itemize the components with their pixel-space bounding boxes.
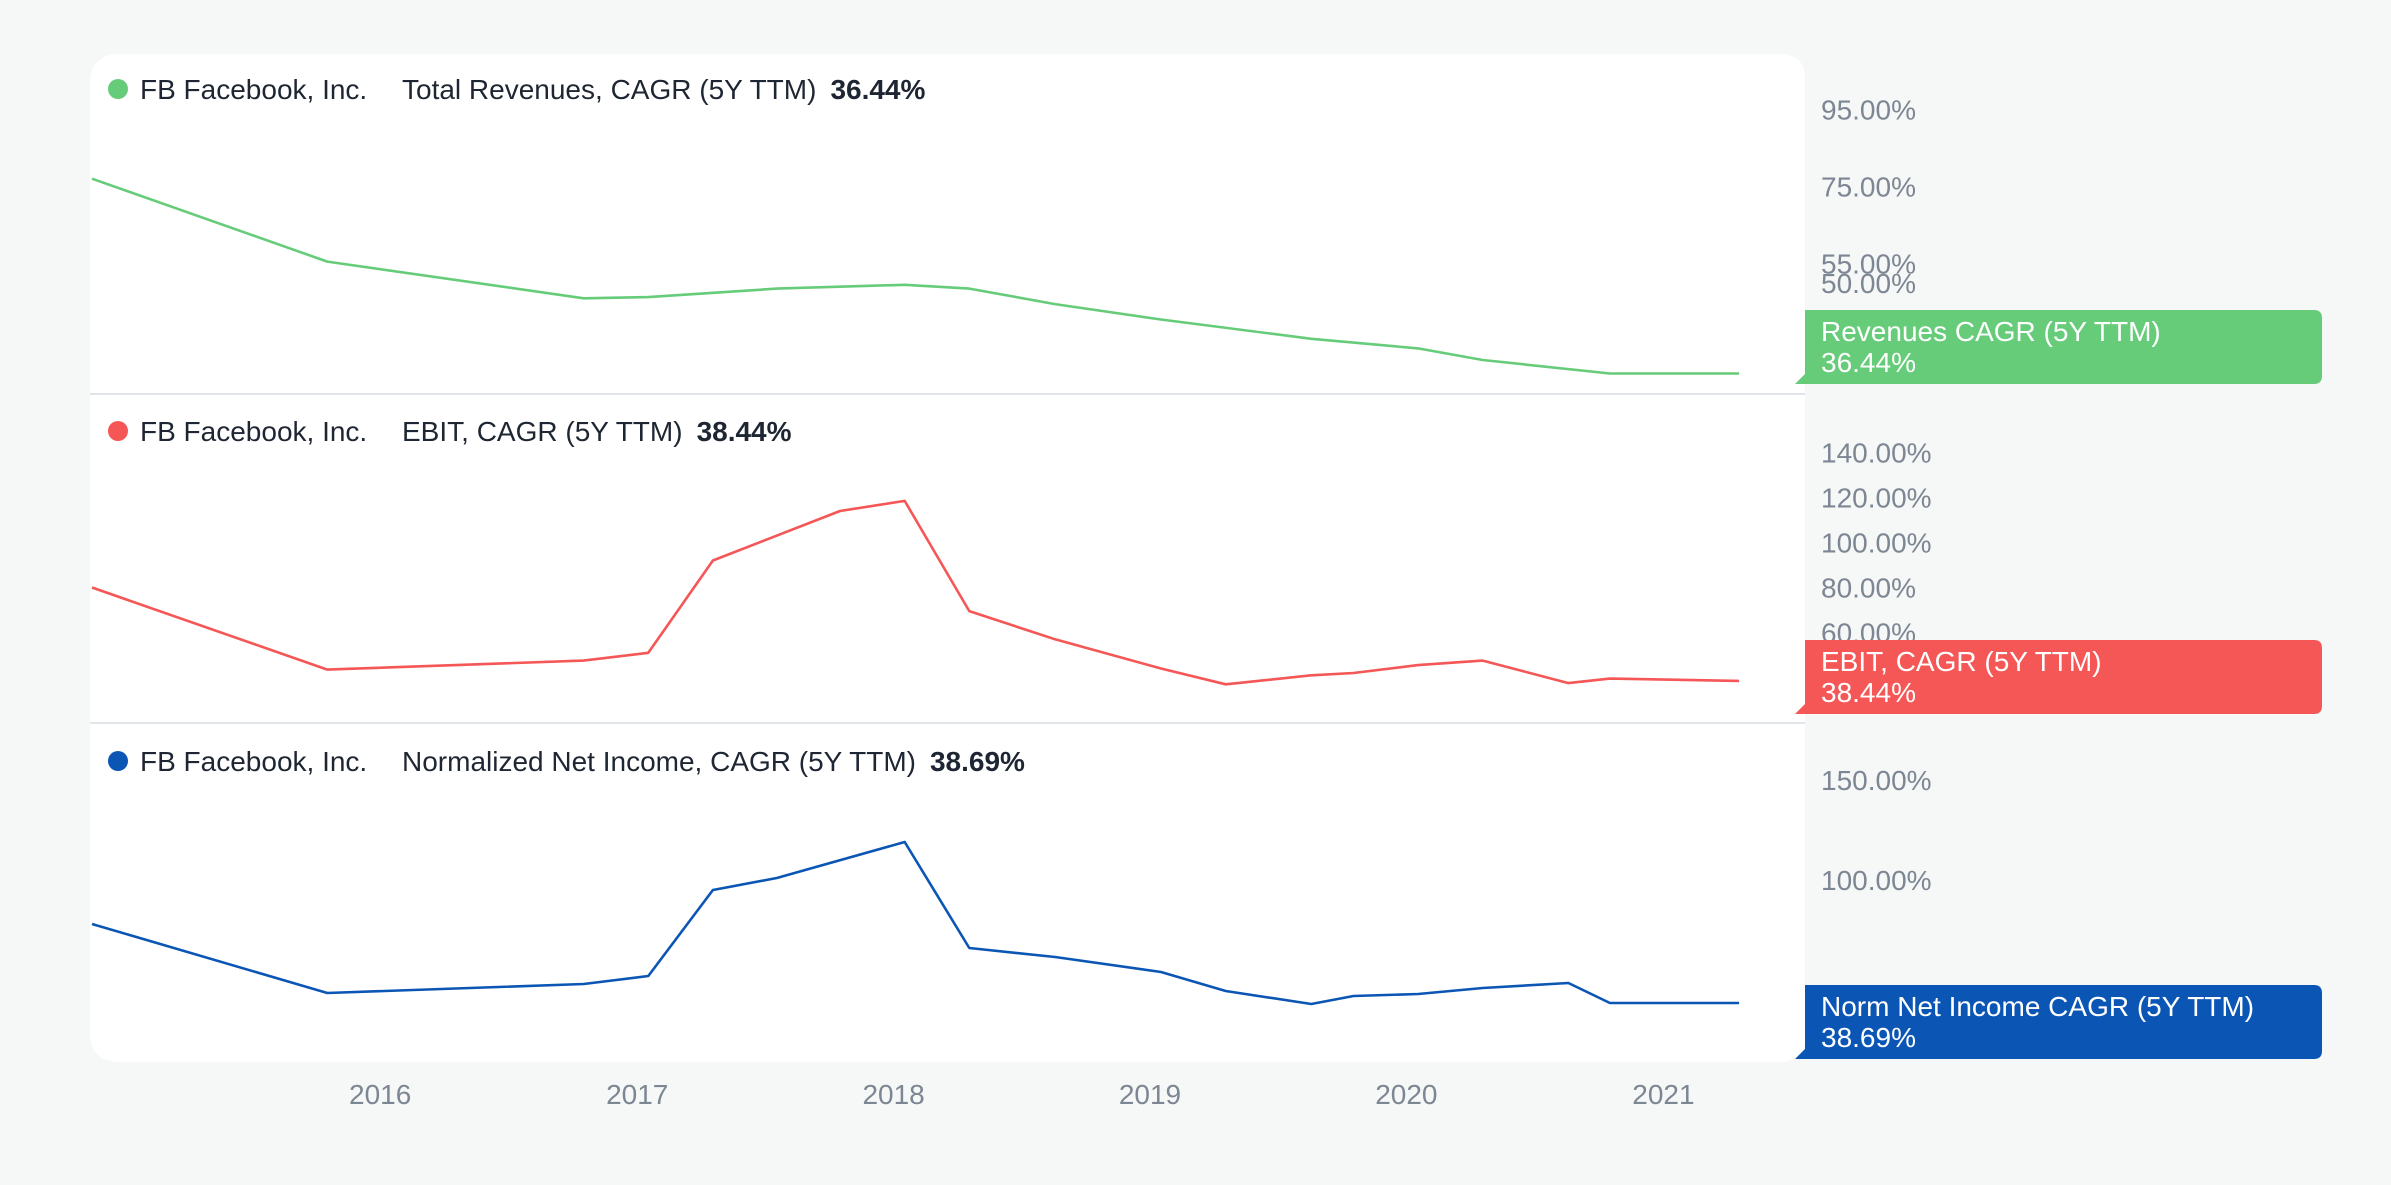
value-tag-bg [1795, 640, 2322, 714]
value-tag-value: 38.44% [1821, 677, 1916, 708]
x-tick-label: 2018 [862, 1079, 924, 1110]
y-tick-label: 80.00% [1821, 573, 1916, 604]
y-tick-label: 55.00% [1821, 249, 1916, 280]
value-tag: Revenues CAGR (5Y TTM)36.44% [1795, 310, 2322, 384]
x-tick-label: 2017 [606, 1079, 668, 1110]
series-line [91, 499, 1740, 686]
y-tick-label: 100.00% [1821, 528, 1932, 559]
value-tag-label: EBIT, CAGR (5Y TTM) [1821, 646, 2102, 677]
x-tick-label: 2020 [1375, 1079, 1437, 1110]
legend-value: 38.69% [930, 746, 1025, 777]
value-tag: Norm Net Income CAGR (5Y TTM)38.69% [1795, 985, 2322, 1059]
legend-ticker: FB Facebook, Inc. [140, 416, 367, 447]
legend-value: 36.44% [830, 74, 925, 105]
y-tick-label: 150.00% [1821, 765, 1932, 796]
legend-value: 38.44% [697, 416, 792, 447]
value-tag-value: 36.44% [1821, 347, 1916, 378]
legend-ticker: FB Facebook, Inc. [140, 746, 367, 777]
legend-metric: Total Revenues, CAGR (5Y TTM) [402, 74, 816, 105]
x-tick-label: 2019 [1119, 1079, 1181, 1110]
legend-dot [108, 751, 128, 771]
chart-card [90, 54, 1805, 1062]
legend-metric: Normalized Net Income, CAGR (5Y TTM) [402, 746, 916, 777]
legend-ticker: FB Facebook, Inc. [140, 74, 367, 105]
chart-panel: FB Facebook, Inc. Total Revenues, CAGR (5… [91, 74, 2322, 384]
chart-panel: FB Facebook, Inc. EBIT, CAGR (5Y TTM) 38.4… [91, 416, 2322, 714]
value-tag-label: Revenues CAGR (5Y TTM) [1821, 316, 2161, 347]
value-tag-bg [1795, 310, 2322, 384]
chart-panel: FB Facebook, Inc. Normalized Net Income, … [91, 746, 2322, 1059]
y-tick-label: 100.00% [1821, 865, 1932, 896]
y-tick-label: 120.00% [1821, 483, 1932, 514]
y-tick-label: 140.00% [1821, 438, 1932, 469]
value-tag: EBIT, CAGR (5Y TTM)38.44% [1795, 640, 2322, 714]
legend-metric: EBIT, CAGR (5Y TTM) [402, 416, 683, 447]
series-line [91, 840, 1740, 1006]
series-line [91, 177, 1740, 375]
value-tag-value: 38.69% [1821, 1022, 1916, 1053]
x-tick-label: 2021 [1632, 1079, 1694, 1110]
x-tick-label: 2016 [349, 1079, 411, 1110]
value-tag-label: Norm Net Income CAGR (5Y TTM) [1821, 991, 2254, 1022]
y-tick-label: 75.00% [1821, 171, 1916, 202]
y-tick-label: 50.00% [1821, 268, 1916, 299]
value-tag-bg [1795, 985, 2322, 1059]
x-axis: 2016 2017 2018 2019 2020 2021 [349, 1079, 1695, 1110]
legend-dot [108, 79, 128, 99]
y-tick-label: 95.00% [1821, 94, 1916, 125]
legend-dot [108, 421, 128, 441]
